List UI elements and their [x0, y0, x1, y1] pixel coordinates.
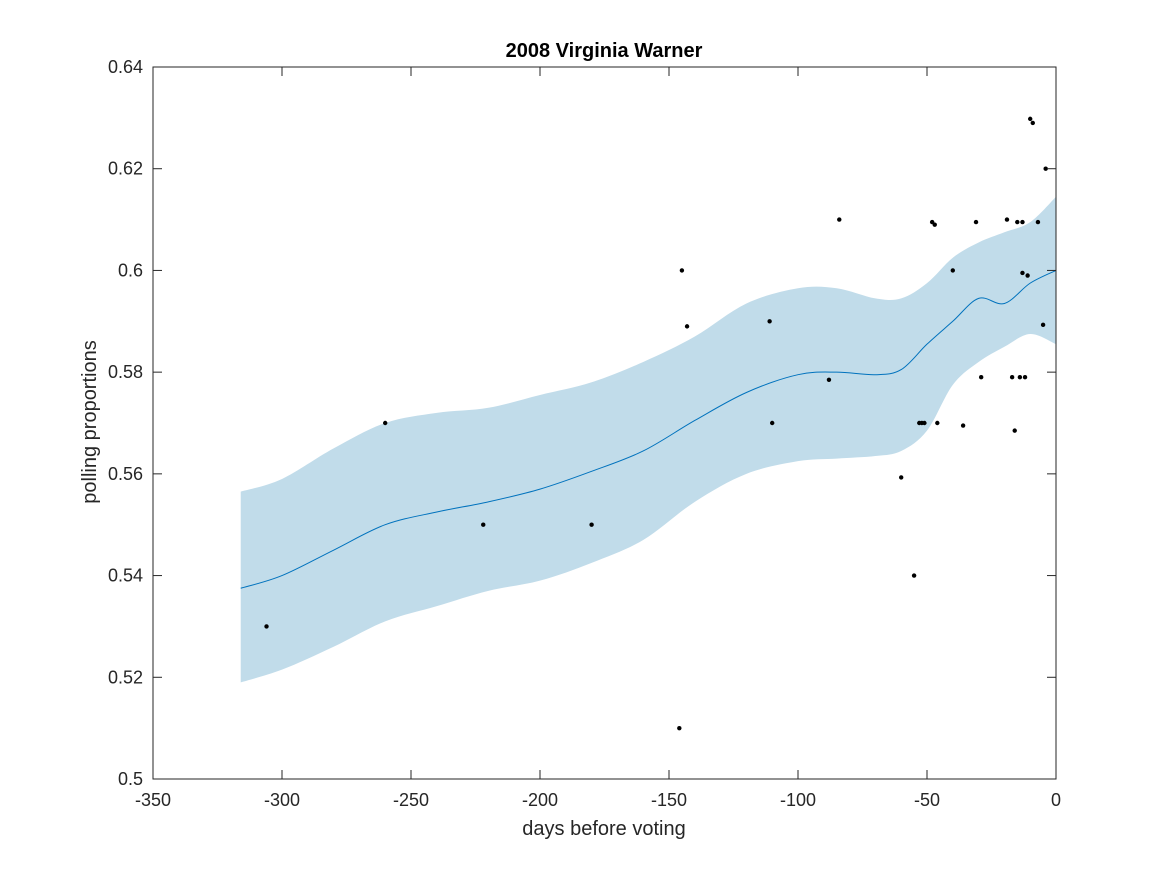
- x-tick-label: -350: [135, 790, 171, 810]
- y-tick-label: 0.54: [108, 566, 143, 586]
- y-tick-label: 0.5: [118, 769, 143, 789]
- chart-title: 2008 Virginia Warner: [506, 40, 703, 62]
- poll-point: [677, 725, 682, 731]
- x-tick-label: -300: [264, 790, 300, 810]
- poll-point: [589, 522, 594, 527]
- poll-point: [973, 219, 979, 225]
- poll-point: [264, 624, 269, 629]
- poll-point: [1022, 375, 1028, 380]
- mean-line: [240, 269, 1057, 589]
- x-tick-label: -250: [393, 790, 429, 810]
- poll-point: [1017, 375, 1023, 380]
- poll-point: [1015, 219, 1020, 225]
- poll-point: [1043, 166, 1048, 171]
- poll-point: [960, 423, 966, 428]
- poll-point: [770, 420, 775, 426]
- x-axis-label: days before voting: [522, 818, 685, 840]
- y-tick-label: 0.6: [118, 260, 143, 280]
- poll-point: [383, 420, 388, 426]
- poll-point: [1020, 219, 1025, 225]
- poll-point: [978, 375, 984, 380]
- poll-point: [1040, 322, 1046, 328]
- poll-point: [911, 573, 917, 578]
- poll-point: [767, 319, 772, 324]
- poll-point: [1030, 120, 1035, 126]
- poll-point: [935, 420, 940, 426]
- poll-point: [1020, 270, 1025, 276]
- x-tick-label: -100: [780, 790, 816, 810]
- poll-point: [1028, 116, 1033, 122]
- poll-point: [481, 522, 486, 527]
- y-tick-label: 0.56: [108, 464, 143, 484]
- axes: -350 -300 -250 -200 -150 -100 -50 0 0.5 0.52 0.54 0…: [108, 57, 1061, 810]
- y-axis-label: polling proportions: [79, 340, 101, 503]
- x-tick-label: 0: [1051, 790, 1061, 810]
- x-tick-label: -150: [651, 790, 687, 810]
- poll-point: [1025, 273, 1030, 278]
- x-tick-label: -50: [914, 790, 940, 810]
- y-tick-label: 0.52: [108, 667, 143, 687]
- y-tick-label: 0.58: [108, 362, 143, 382]
- poll-point: [679, 268, 685, 273]
- x-tick-label: -200: [522, 790, 558, 810]
- axes-box: [152, 66, 1057, 780]
- y-tick-label: 0.62: [108, 159, 143, 179]
- poll-point: [1012, 428, 1017, 433]
- poll-point: [1004, 217, 1010, 222]
- confidence-band: [240, 196, 1057, 683]
- poll-point: [837, 217, 842, 222]
- poll-point: [684, 324, 690, 329]
- y-tick-label: 0.64: [108, 57, 143, 77]
- poll-point: [1035, 219, 1041, 225]
- poll-point: [922, 420, 927, 426]
- poll-point: [932, 222, 937, 227]
- poll-point: [950, 268, 955, 273]
- plot-area: [240, 116, 1057, 731]
- poll-point: [1009, 375, 1015, 380]
- poll-point: [899, 475, 904, 480]
- poll-point: [826, 377, 832, 382]
